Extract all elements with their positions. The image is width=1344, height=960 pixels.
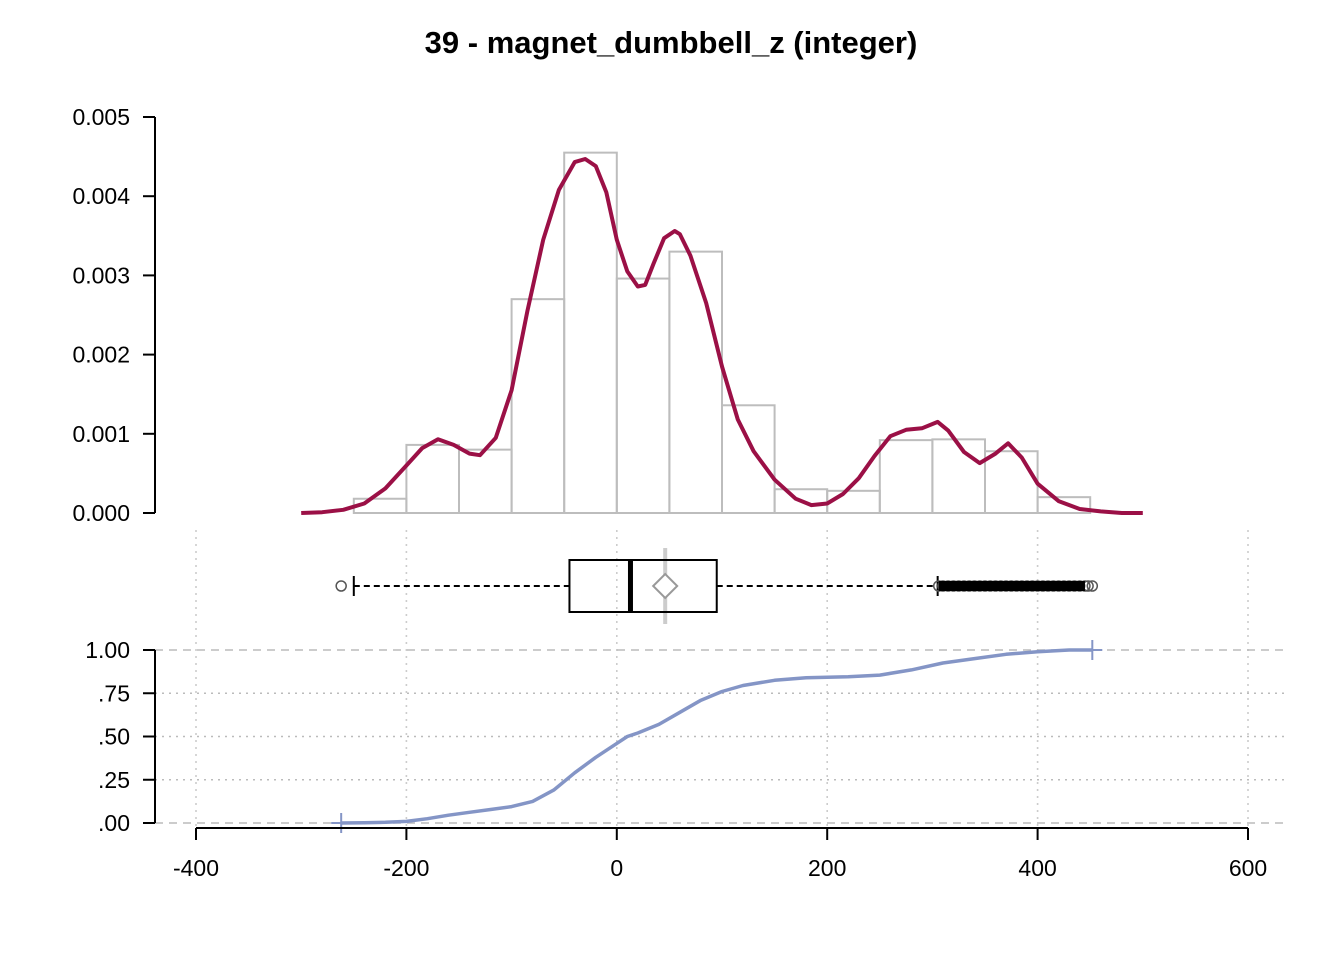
histogram-y-tick-label: 0.004	[72, 183, 130, 209]
x-tick-label: 200	[808, 855, 846, 881]
x-tick-label: 0	[610, 855, 623, 881]
box-outlier	[335, 580, 347, 592]
boxplot-panel	[335, 548, 1099, 624]
axes-layer: 0.000 0.001 0.002 0.003 0.004 0.005 .00 .25 .50.…	[72, 104, 1267, 881]
chart-title: 39 - magnet_dumbbell_z (integer)	[425, 25, 918, 60]
density-curve	[301, 157, 1143, 515]
histogram-y-tick-label: 0.002	[72, 342, 130, 368]
histogram-bar	[1036, 496, 1092, 515]
ecdf-y-tick-label: .25	[98, 767, 130, 793]
box-iqr	[568, 559, 718, 613]
box-outlier	[1086, 580, 1099, 592]
histogram-bar	[878, 439, 934, 514]
histogram-bar	[615, 277, 671, 514]
grid-layer	[155, 530, 1286, 828]
histogram-bar	[721, 404, 776, 514]
ecdf-y-tick-label: 1.00	[85, 637, 130, 663]
ecdf-y-tick-label: .50	[98, 724, 130, 750]
histogram-y-tick-label: 0.000	[72, 500, 130, 526]
histogram-bar	[668, 250, 724, 514]
ecdf-y-tick-label: .75	[98, 680, 130, 706]
x-tick-label: 400	[1018, 855, 1056, 881]
ecdf-panel	[331, 640, 1103, 833]
histogram-bar	[826, 489, 881, 515]
histogram-bar	[984, 450, 1039, 514]
x-tick-label: -200	[383, 855, 429, 881]
histogram-bar	[931, 438, 987, 514]
ecdf-y-tick-label: .00	[98, 810, 130, 836]
x-tick-label: -400	[173, 855, 219, 881]
histogram-y-tick-label: 0.005	[72, 104, 130, 130]
histogram-panel	[301, 151, 1143, 515]
histogram-y-tick-label: 0.001	[72, 421, 130, 447]
x-tick-label: 600	[1229, 855, 1267, 881]
box-mean-diamond	[651, 572, 679, 600]
histogram-bar	[510, 298, 566, 514]
histogram-bar	[458, 448, 513, 515]
ecdf-curve	[341, 648, 1093, 825]
histogram-y-tick-label: 0.003	[72, 262, 130, 288]
